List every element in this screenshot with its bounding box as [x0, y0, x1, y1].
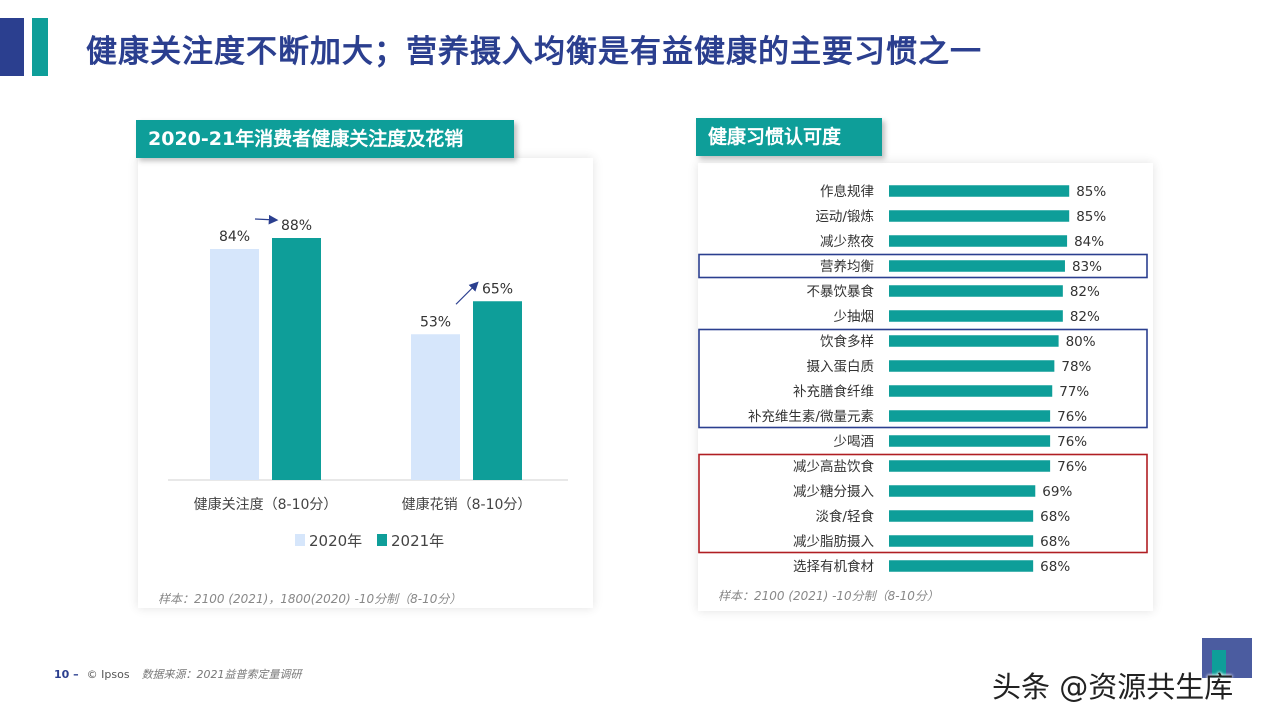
health-attention-tag: 2020-21年消费者健康关注度及花销	[136, 120, 514, 158]
bar-2021年-0	[272, 238, 321, 480]
habit-label-15: 选择有机食材	[793, 558, 874, 575]
habit-label-13: 淡食/轻食	[815, 508, 874, 525]
habit-bar-0	[889, 185, 1070, 197]
habit-label-5: 少抽烟	[834, 309, 875, 325]
habit-value-12: 69%	[1042, 484, 1072, 500]
footer: 10 – © Ipsos 数据来源：2021益普索定量调研	[54, 666, 302, 682]
habit-bar-2	[889, 235, 1068, 247]
habit-value-10: 76%	[1057, 434, 1087, 450]
habit-bar-10	[889, 435, 1051, 447]
habit-value-7: 78%	[1061, 359, 1091, 375]
habit-bar-13	[889, 510, 1034, 522]
habit-bar-7	[889, 360, 1055, 372]
habit-value-2: 84%	[1074, 234, 1104, 250]
habit-value-15: 68%	[1040, 559, 1070, 575]
bar-label-2021年-1: 65%	[482, 281, 513, 297]
highlight-box-2	[698, 453, 1148, 554]
habit-bar-15	[889, 560, 1034, 572]
habit-label-10: 少喝酒	[834, 434, 875, 450]
health-habits-chart: 作息规律 85% 运动/锻炼 85% 减少熬夜 84% 营养均衡 83% 不暴饮暴食 82% 少抽烟…	[698, 183, 1148, 575]
habit-bar-8	[889, 385, 1053, 397]
legend-label-1: 2021年	[391, 532, 444, 550]
habit-label-3: 营养均衡	[820, 259, 874, 275]
habit-value-13: 68%	[1040, 509, 1070, 525]
habit-value-9: 76%	[1057, 409, 1087, 425]
left-sample-note: 样本：2100 (2021)，1800(2020) -10分制（8-10分）	[158, 592, 462, 606]
title-accent-teal	[32, 18, 48, 76]
trend-arrow-0	[254, 214, 279, 225]
title-accent-blue	[0, 18, 24, 76]
habit-value-8: 77%	[1059, 384, 1089, 400]
habit-label-7: 摄入蛋白质	[807, 359, 875, 375]
habit-bar-1	[889, 210, 1070, 222]
habit-label-12: 减少糖分摄入	[793, 484, 874, 500]
company-label: © Ipsos	[86, 668, 130, 681]
health-attention-chart: 84% 88% 健康关注度（8-10分） 53% 65% 健康花销（8-10分） 2020年…	[168, 214, 568, 550]
bar-label-2020年-1: 53%	[420, 314, 451, 330]
legend-label-0: 2020年	[309, 532, 362, 550]
habit-label-14: 减少脂肪摄入	[793, 534, 874, 550]
habit-label-11: 减少高盐饮食	[793, 458, 874, 475]
habit-bar-6	[889, 335, 1059, 347]
habit-label-9: 补充维生素/微量元素	[748, 409, 874, 425]
habit-label-8: 补充膳食纤维	[793, 383, 874, 400]
bar-label-2021年-0: 88%	[281, 218, 312, 234]
legend-swatch-0	[295, 534, 305, 546]
habit-label-1: 运动/锻炼	[815, 209, 874, 225]
habit-value-1: 85%	[1076, 209, 1106, 225]
habit-value-5: 82%	[1070, 309, 1100, 325]
habit-value-0: 85%	[1076, 184, 1106, 200]
highlight-box-1	[698, 328, 1148, 429]
right-sample-note: 样本：2100 (2021) -10分制（8-10分）	[718, 589, 939, 603]
habit-label-4: 不暴饮暴食	[807, 283, 875, 300]
habit-value-14: 68%	[1040, 534, 1070, 550]
legend-swatch-1	[377, 534, 387, 546]
habit-bar-4	[889, 285, 1063, 297]
habit-bar-11	[889, 460, 1051, 472]
habit-value-11: 76%	[1057, 459, 1087, 475]
page-number: 10 –	[54, 668, 79, 681]
habit-label-2: 减少熬夜	[820, 234, 874, 250]
habit-value-4: 82%	[1070, 284, 1100, 300]
habit-label-6: 饮食多样	[820, 333, 874, 350]
habit-bar-14	[889, 535, 1034, 547]
habit-bar-5	[889, 310, 1063, 322]
habit-bar-9	[889, 410, 1051, 422]
brand-logo-accent-icon	[1212, 650, 1226, 678]
bar-label-2020年-0: 84%	[219, 229, 250, 245]
data-source: 数据来源：2021益普索定量调研	[141, 668, 302, 681]
watermark: 头条 @资源共生库	[992, 670, 1234, 704]
category-label-0: 健康关注度（8-10分）	[194, 496, 338, 513]
habit-bar-12	[889, 485, 1036, 497]
habit-label-0: 作息规律	[820, 183, 874, 200]
category-label-1: 健康花销（8-10分）	[402, 496, 532, 513]
trend-arrow-1	[455, 281, 479, 305]
habit-value-3: 83%	[1072, 259, 1102, 275]
bar-2021年-1	[473, 301, 522, 480]
habit-bar-3	[889, 260, 1065, 272]
highlight-box-0	[698, 253, 1148, 279]
brand-logo-icon	[1202, 638, 1252, 678]
bar-2020年-0	[210, 249, 259, 480]
bar-2020年-1	[411, 334, 460, 480]
health-habits-tag: 健康习惯认可度	[696, 118, 882, 156]
page-title: 健康关注度不断加大；营养摄入均衡是有益健康的主要习惯之一	[86, 34, 982, 70]
habit-value-6: 80%	[1066, 334, 1096, 350]
